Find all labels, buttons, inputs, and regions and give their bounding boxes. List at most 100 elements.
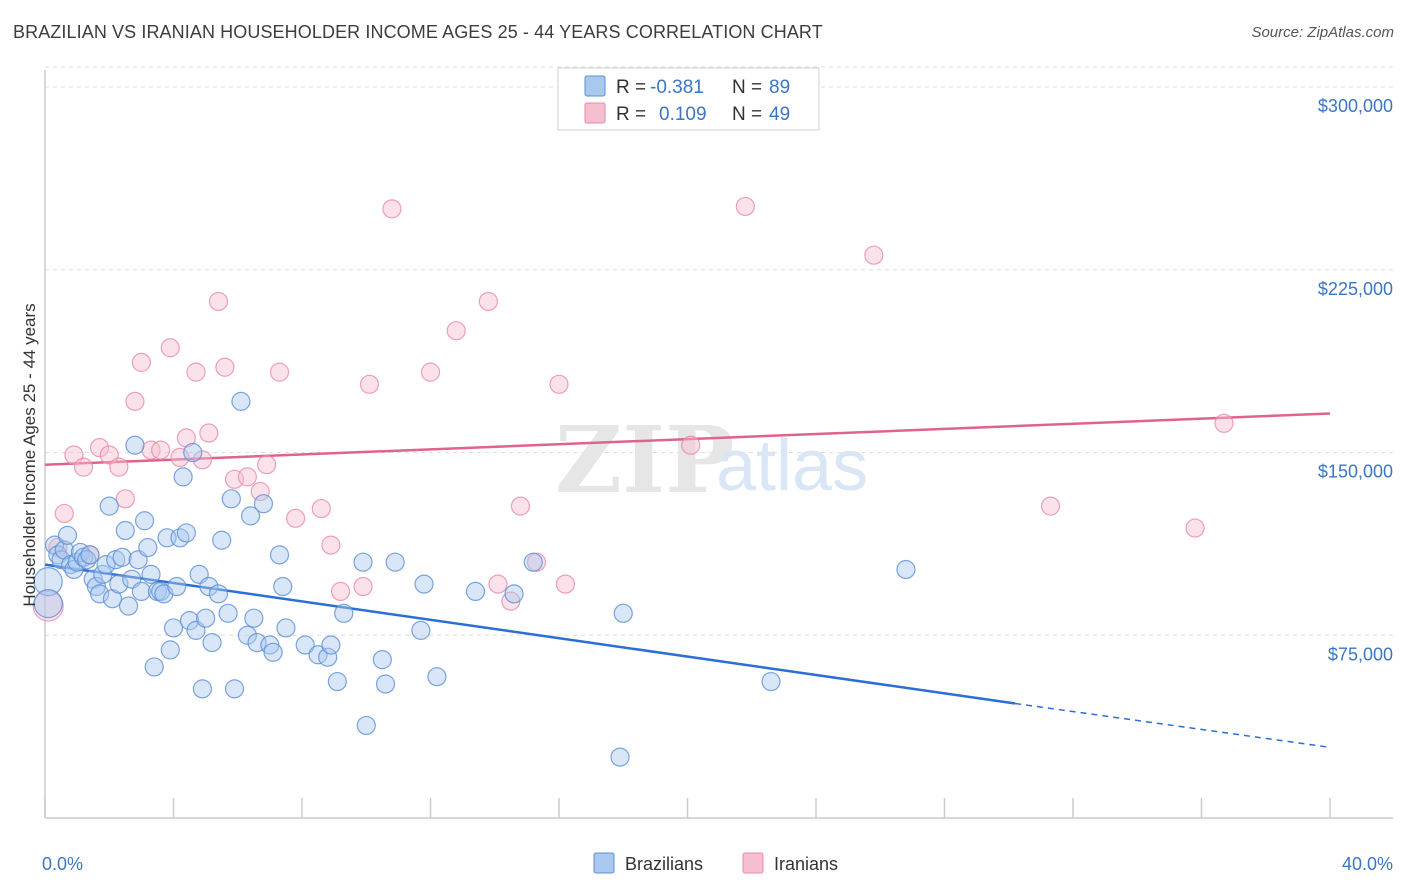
iranian-point (192, 450, 213, 470)
iranian-point (115, 489, 135, 509)
brazilian-point (33, 588, 63, 619)
y-tick-label: $75,000 (1328, 644, 1393, 664)
brazilian-point (356, 715, 376, 736)
brazilian-point (90, 584, 110, 604)
chart-source: Source: ZipAtlas.com (1251, 24, 1394, 41)
brazilian-point (96, 555, 116, 575)
brazilian-point (321, 635, 341, 655)
brazilian-point (167, 576, 187, 597)
brazilian-point (372, 650, 392, 670)
bottom-legend: Brazilians Iranians (593, 852, 838, 874)
iranian-point (735, 196, 755, 217)
iranian-point (330, 581, 351, 602)
iranian-point (1214, 413, 1234, 433)
brazilian-point (414, 574, 434, 594)
iranian-point (186, 362, 206, 382)
brazilian-point (244, 608, 264, 628)
bottom-legend-swatch-brazilians (593, 852, 615, 874)
brazilian-point (353, 552, 373, 572)
brazilian-point (263, 642, 283, 662)
brazilian-point (125, 435, 145, 455)
brazilian-point (141, 564, 161, 584)
brazilian-point (231, 391, 251, 411)
brazilian-point (115, 520, 135, 541)
iranian-point (54, 503, 74, 524)
brazilian-point (80, 545, 100, 565)
brazilian-point (613, 603, 633, 623)
brazilian-point (318, 647, 338, 667)
brazilian-point (109, 574, 129, 594)
brazilian-point (212, 530, 232, 550)
watermark-atlas: atlas (716, 426, 868, 506)
legend-swatch-brazilians (584, 75, 606, 97)
chart-title: BRAZILIAN VS IRANIAN HOUSEHOLDER INCOME … (13, 22, 823, 42)
brazilian-point (173, 467, 193, 487)
brazilian-point (334, 603, 354, 623)
y-tick-label: $300,000 (1318, 96, 1393, 116)
iranian-point (681, 435, 701, 455)
brazilian-point (224, 679, 245, 699)
iranian-point (208, 291, 229, 312)
iranian-point (32, 590, 64, 622)
iranian-point (549, 374, 569, 394)
iranian-point (321, 535, 341, 555)
iranian-point (237, 467, 257, 487)
iranian-point (555, 574, 576, 594)
legend-swatch-iranians (584, 102, 606, 124)
brazilian-point (192, 679, 213, 699)
axes (44, 70, 1393, 819)
brazilian-point (896, 559, 916, 580)
brazilian-point (523, 552, 543, 572)
iranian-point (151, 440, 171, 460)
iranian-point (73, 457, 94, 477)
top-legend: R = -0.381 N = 89 R = 0.109 N = 49 (557, 67, 820, 131)
iranian-point (90, 438, 110, 458)
bottom-legend-swatch-iranians (742, 852, 764, 874)
y-tick-label: $150,000 (1318, 462, 1393, 482)
iranian-point (1185, 518, 1205, 538)
legend-r-label-2: R = (616, 104, 646, 125)
brazilian-point (295, 635, 315, 655)
brazilian-point (202, 632, 222, 653)
brazilian-point (241, 506, 261, 526)
brazilian-point (375, 674, 396, 694)
iranian-point (1040, 496, 1061, 516)
brazilian-point (112, 547, 132, 567)
brazilian-point (427, 667, 447, 687)
brazilian-point (273, 576, 293, 597)
brazilian-point (237, 625, 257, 645)
brazilian-point (179, 611, 200, 631)
legend-r-value-1: -0.381 (650, 77, 704, 98)
iranians-trend-line (44, 412, 1331, 466)
brazilian-point (196, 608, 216, 628)
brazilian-point (411, 620, 431, 640)
brazilians-trend-line (44, 563, 1016, 705)
iranian-point (269, 362, 290, 382)
iranian-point (170, 447, 190, 468)
brazilian-point (199, 576, 219, 597)
brazilian-point (134, 511, 155, 531)
iranian-point (215, 357, 235, 377)
y-axis-label: Householder Income Ages 25 - 44 years (20, 303, 39, 606)
brazilian-point (208, 584, 229, 604)
brazilian-point (276, 618, 296, 638)
data-points (32, 196, 1234, 767)
iranian-point (250, 481, 270, 502)
iranian-point (353, 576, 373, 597)
brazilian-point (138, 537, 158, 558)
grid-lines (45, 66, 1393, 636)
brazilian-point (465, 581, 486, 602)
brazilian-point (327, 671, 347, 692)
iranian-point (864, 245, 884, 265)
brazilian-point (183, 442, 203, 463)
iranian-point (109, 457, 129, 477)
brazilian-point (385, 552, 405, 572)
x-tick-label: 0.0% (42, 854, 83, 874)
watermark: ZIP atlas (555, 406, 868, 514)
iranian-point (311, 498, 331, 519)
iranian-point (257, 455, 277, 475)
iranian-point (510, 496, 531, 516)
iranian-point (125, 391, 145, 411)
iranian-point (160, 338, 180, 358)
